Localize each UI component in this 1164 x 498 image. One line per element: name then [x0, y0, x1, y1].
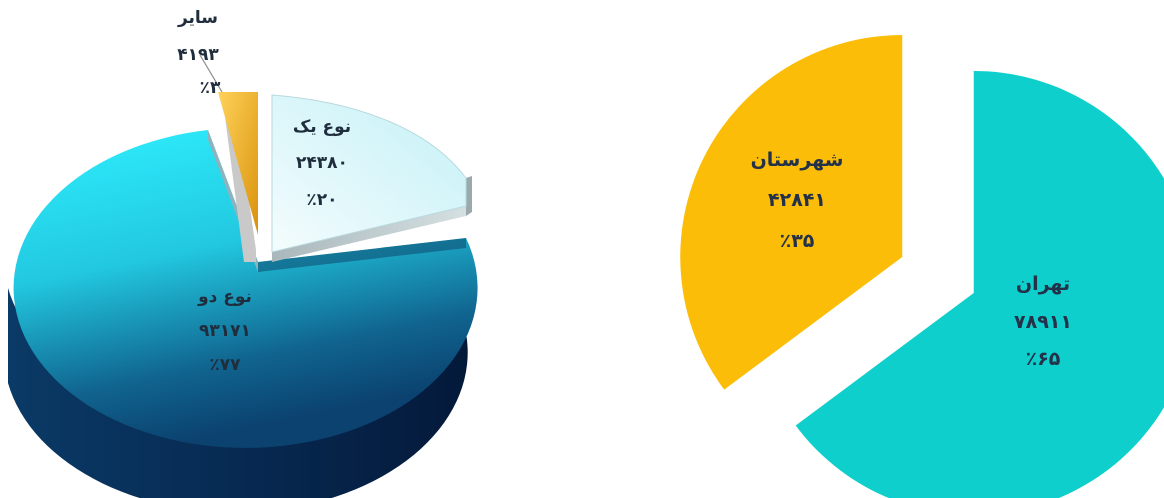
slice-shahrestan	[680, 35, 903, 390]
percent-shahrestan: ٪۳۵	[780, 230, 815, 252]
value-shahrestan: ۴۲۸۴۱	[768, 189, 826, 211]
pie-chart-right: تهران ۷۸۹۱۱ ٪۶۵ شهرستان ۴۲۸۴۱ ٪۳۵	[680, 35, 1164, 498]
slice-type-one	[271, 94, 467, 253]
slice-type-two	[13, 130, 478, 448]
label-other: سایر	[177, 8, 218, 28]
label-tehran: تهران	[1016, 273, 1070, 295]
percent-type-one: ٪۲۰	[306, 190, 337, 210]
slice-side-type-two	[8, 238, 468, 498]
value-type-one: ۲۴۳۸۰	[296, 153, 348, 173]
percent-type-two: ٪۷۷	[209, 355, 241, 375]
slice-tehran	[795, 70, 1164, 498]
pie-chart-left: سایر ۴۱۹۳ ٪۳ نوع یک ۲۴۳۸۰ ٪۲۰ نوع دو ۹۳۱…	[8, 8, 478, 498]
percent-tehran: ٪۶۵	[1026, 348, 1061, 370]
value-tehran: ۷۸۹۱۱	[1014, 311, 1072, 333]
value-other: ۴۱۹۳	[177, 45, 219, 65]
leader-line-other	[199, 54, 223, 93]
slice-other	[218, 92, 258, 235]
label-type-one: نوع یک	[293, 117, 351, 137]
value-type-two: ۹۳۱۷۱	[199, 321, 251, 341]
slice-wall-type-one	[466, 176, 472, 216]
label-shahrestan: شهرستان	[751, 149, 844, 171]
label-type-two: نوع دو	[197, 287, 252, 307]
percent-other: ٪۳	[200, 78, 221, 98]
slice-wall-type-two-inner	[258, 238, 466, 272]
